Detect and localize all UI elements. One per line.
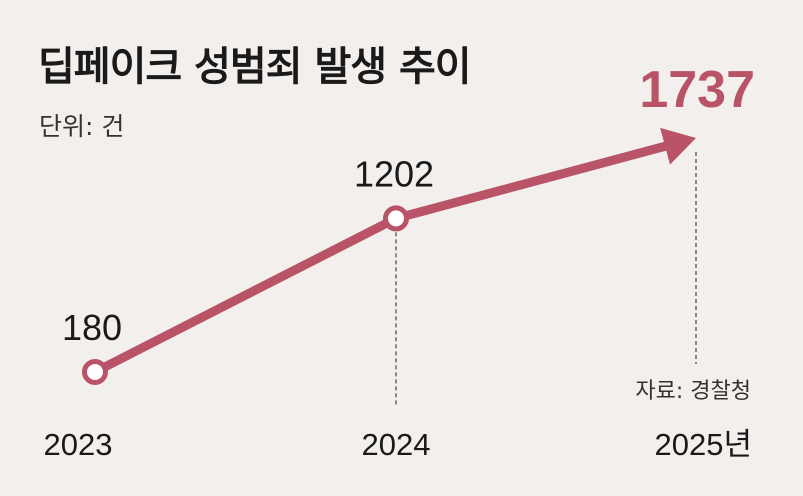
x-tick-labels: 2023 2024 2025년 bbox=[44, 427, 752, 462]
data-label-1: 1202 bbox=[354, 153, 434, 194]
data-point-1 bbox=[383, 205, 409, 232]
data-point-0 bbox=[82, 358, 108, 385]
source-label: 자료: 경찰청 bbox=[635, 379, 751, 404]
data-label-2: 1737 bbox=[639, 61, 755, 119]
x-tick-label-2: 2025년 bbox=[655, 427, 752, 462]
data-markers bbox=[82, 205, 409, 385]
arrow-head bbox=[660, 127, 696, 165]
x-tick-label-1: 2024 bbox=[362, 427, 431, 462]
unit-label: 단위: 건 bbox=[39, 112, 125, 141]
x-tick-label-0: 2023 bbox=[44, 427, 113, 462]
chart-title: 딥페이크 성범죄 발생 추이 bbox=[38, 44, 472, 90]
guide-lines bbox=[395, 152, 697, 405]
data-label-0: 180 bbox=[62, 307, 122, 348]
data-labels: 180 1202 1737 bbox=[62, 61, 755, 348]
